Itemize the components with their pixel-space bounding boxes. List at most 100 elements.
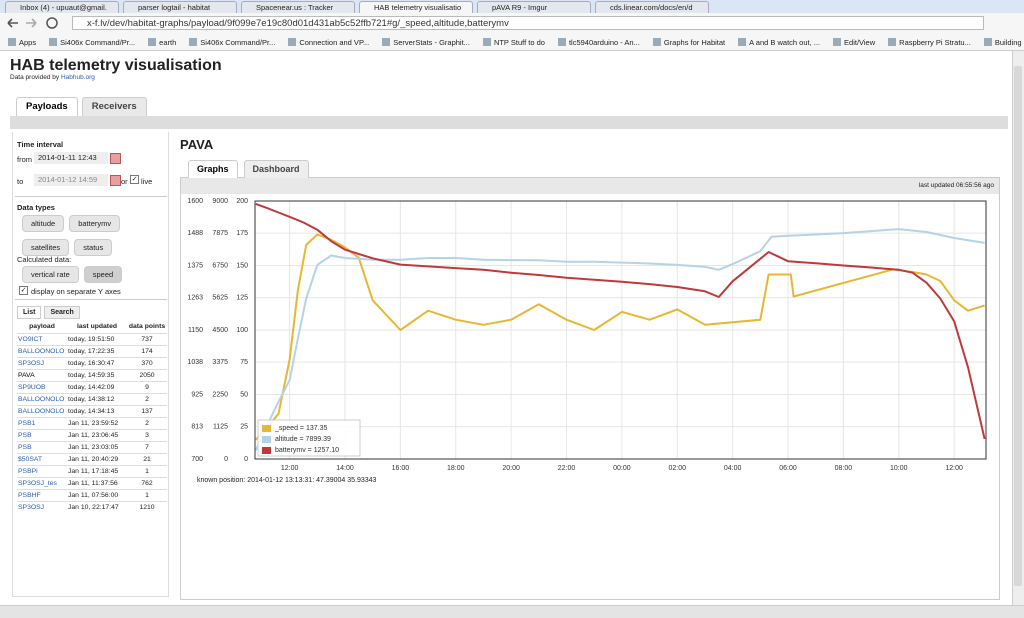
or-label: or [121, 177, 128, 186]
bookmark[interactable]: Apps [8, 38, 36, 47]
address-bar[interactable]: x-f.lv/dev/habitat-graphs/payload/9f099e… [72, 16, 984, 30]
table-row[interactable]: PSB Jan 11, 23:03:05 7 [17, 441, 167, 454]
graph-tab[interactable]: Dashboard [243, 160, 309, 178]
table-cell[interactable]: SP3OSJ_tes [17, 477, 67, 490]
top-tab[interactable]: Receivers [81, 97, 147, 116]
table-cell[interactable]: BALLOONOLO [17, 405, 67, 418]
data-type-button[interactable]: batterymv [69, 215, 121, 232]
credit-link[interactable]: Habhub.org [60, 74, 95, 81]
bookmark[interactable]: Connection and VP... [288, 38, 369, 47]
bookmark[interactable]: Graphs for Habitat [653, 38, 725, 47]
data-type-button[interactable]: altitude [22, 215, 65, 232]
table-row[interactable]: PSB Jan 11, 23:06:45 3 [17, 429, 167, 442]
table-cell[interactable]: BALLOONOLO [17, 345, 67, 358]
browser-tab[interactable]: parser logtail - habitat [123, 1, 237, 13]
site-title: HAB telemetry visualisation [10, 57, 222, 74]
table-row[interactable]: SP3OSJ_tes Jan 11, 11:37:56 762 [17, 477, 167, 490]
bookmark[interactable]: ServerStats - Graphit... [382, 38, 470, 47]
bookmark[interactable]: Si406x Command/Pr... [49, 38, 135, 47]
to-input[interactable]: 2014-01-12 14:59 [34, 174, 108, 186]
browser-tab[interactable]: pAVA R9 - Imgur [477, 1, 591, 13]
y-tick-label: 100 [236, 327, 248, 334]
x-tick-label: 12:00 [945, 465, 963, 472]
table-row[interactable]: SP9UOB today, 14:42:09 9 [17, 381, 167, 394]
x-tick-label: 16:00 [392, 465, 410, 472]
table-cell[interactable]: PSB1 [17, 417, 67, 430]
graph-tab[interactable]: Graphs [188, 160, 238, 178]
browser-tab[interactable]: cds.linear.com/docs/en/d [595, 1, 709, 13]
table-cell[interactable]: SP3OSJ [17, 501, 67, 513]
top-tab[interactable]: Payloads [16, 97, 78, 116]
browser-tab-bar: Inbox (4) - upuaut@gmail. parser logtail … [0, 0, 1024, 13]
nav-buttons[interactable] [0, 13, 70, 34]
table-row[interactable]: PSBPi Jan 11, 17:18:45 1 [17, 465, 167, 478]
table-cell[interactable]: PSBHF [17, 489, 67, 502]
y-tick-label: 3375 [212, 359, 228, 366]
table-cell[interactable]: BALLOONOLO [17, 393, 67, 406]
from-input[interactable]: 2014-01-11 12:43 [34, 152, 108, 164]
table-cell[interactable]: PSB [17, 441, 67, 454]
table-row[interactable]: BALLOONOLO today, 17:22:35 174 [17, 345, 167, 358]
table-cell[interactable]: PAVA [17, 369, 67, 382]
table-row[interactable]: VO9ICT today, 19:51:50 737 [17, 333, 167, 346]
table-row[interactable]: PSB1 Jan 11, 23:59:52 2 [17, 417, 167, 430]
table-cell: 737 [127, 333, 167, 346]
calendar-icon[interactable] [110, 153, 121, 164]
y-tick-label: 125 [236, 295, 248, 302]
y-tick-label: 1488 [187, 230, 203, 237]
bookmark[interactable]: Raspberry Pi Stratu... [888, 38, 971, 47]
bookmark[interactable]: Building a Raspberry... [984, 38, 1024, 47]
calc-button[interactable]: vertical rate [22, 266, 79, 283]
y-tick-label: 25 [240, 424, 248, 431]
table-row[interactable]: PAVA today, 14:59:35 2050 [17, 369, 167, 382]
scroll-thumb[interactable] [1014, 66, 1022, 586]
table-cell: today, 14:59:35 [67, 369, 127, 382]
bookmark[interactable]: tlc5940arduino - An... [558, 38, 640, 47]
table-cell[interactable]: SP3OSJ [17, 357, 67, 370]
table-row[interactable]: SP3OSJ today, 16:30:47 370 [17, 357, 167, 370]
list-tab[interactable]: Search [44, 306, 80, 319]
browser-tab[interactable]: Spacenear.us : Tracker [241, 1, 355, 13]
table-cell: Jan 10, 22:17:47 [67, 501, 127, 513]
browser-tab[interactable]: Inbox (4) - upuaut@gmail. [5, 1, 119, 13]
data-type-button[interactable]: status [74, 239, 113, 256]
table-row[interactable]: BALLOONOLO today, 14:34:13 137 [17, 405, 167, 418]
table-cell[interactable]: SP9UOB [17, 381, 67, 394]
y-tick-label: 4500 [212, 327, 228, 334]
table-cell: 1210 [127, 501, 167, 513]
data-line [255, 202, 986, 440]
table-cell: 762 [127, 477, 167, 490]
bookmark[interactable]: earth [148, 38, 176, 47]
table-cell[interactable]: VO9ICT [17, 333, 67, 346]
data-type-button[interactable]: satellites [22, 239, 70, 256]
y-tick-label: 7875 [212, 230, 228, 237]
bookmark[interactable]: NTP Stuff to do [483, 38, 545, 47]
y-tick-label: 150 [236, 262, 248, 269]
payload-table: payload last updated data points VO9ICT tod… [17, 320, 167, 513]
table-row[interactable]: SP3OSJ Jan 10, 22:17:47 1210 [17, 501, 167, 513]
calendar-icon[interactable] [110, 175, 121, 186]
table-cell[interactable]: PSB [17, 429, 67, 442]
calc-button[interactable]: speed [83, 266, 123, 283]
table-row[interactable]: BALLOONOLO today, 14:38:12 2 [17, 393, 167, 406]
list-tab[interactable]: List [17, 306, 42, 319]
table-cell: 370 [127, 357, 167, 370]
top-tabs: Payloads Receivers [16, 97, 147, 116]
table-cell: today, 14:38:12 [67, 393, 127, 406]
y-tick-label: 1263 [187, 294, 203, 301]
browser-tab[interactable]: HAB telemetry visualisatio [359, 1, 473, 13]
table-cell[interactable]: $50SAT [17, 453, 67, 466]
bookmark[interactable]: A and B watch out, ... [738, 38, 820, 47]
bookmark[interactable]: Edit/View [833, 38, 875, 47]
tab-band [10, 116, 1008, 129]
x-tick-label: 04:00 [724, 465, 742, 472]
table-cell[interactable]: PSBPi [17, 465, 67, 478]
chart: 12:00 14:00 16:00 18:00 20:00 22:00 00:00 02:00… [187, 198, 987, 472]
table-row[interactable]: $50SAT Jan 11, 20:40:29 21 [17, 453, 167, 466]
bookmark[interactable]: Si406x Command/Pr... [189, 38, 275, 47]
separate-axes-checkbox[interactable]: ✓ [19, 286, 28, 295]
table-cell: Jan 11, 07:56:00 [67, 489, 127, 502]
table-cell: 21 [127, 453, 167, 466]
table-row[interactable]: PSBHF Jan 11, 07:56:00 1 [17, 489, 167, 502]
live-checkbox[interactable]: ✓ [130, 175, 139, 184]
